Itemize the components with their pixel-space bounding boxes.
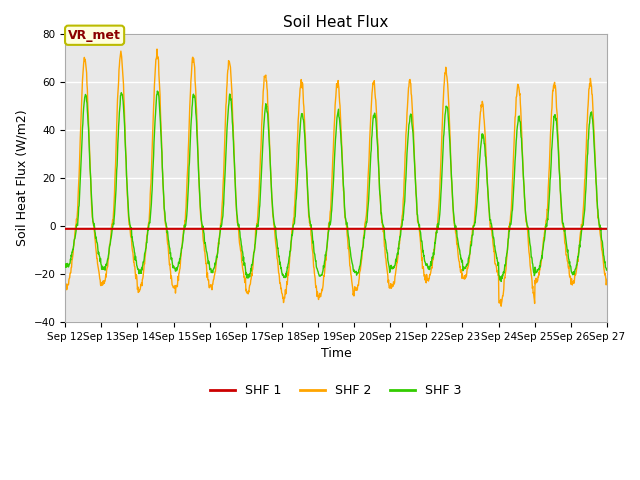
Legend: SHF 1, SHF 2, SHF 3: SHF 1, SHF 2, SHF 3	[205, 379, 467, 402]
X-axis label: Time: Time	[321, 347, 351, 360]
Text: VR_met: VR_met	[68, 29, 121, 42]
Y-axis label: Soil Heat Flux (W/m2): Soil Heat Flux (W/m2)	[15, 109, 28, 246]
Title: Soil Heat Flux: Soil Heat Flux	[284, 15, 388, 30]
